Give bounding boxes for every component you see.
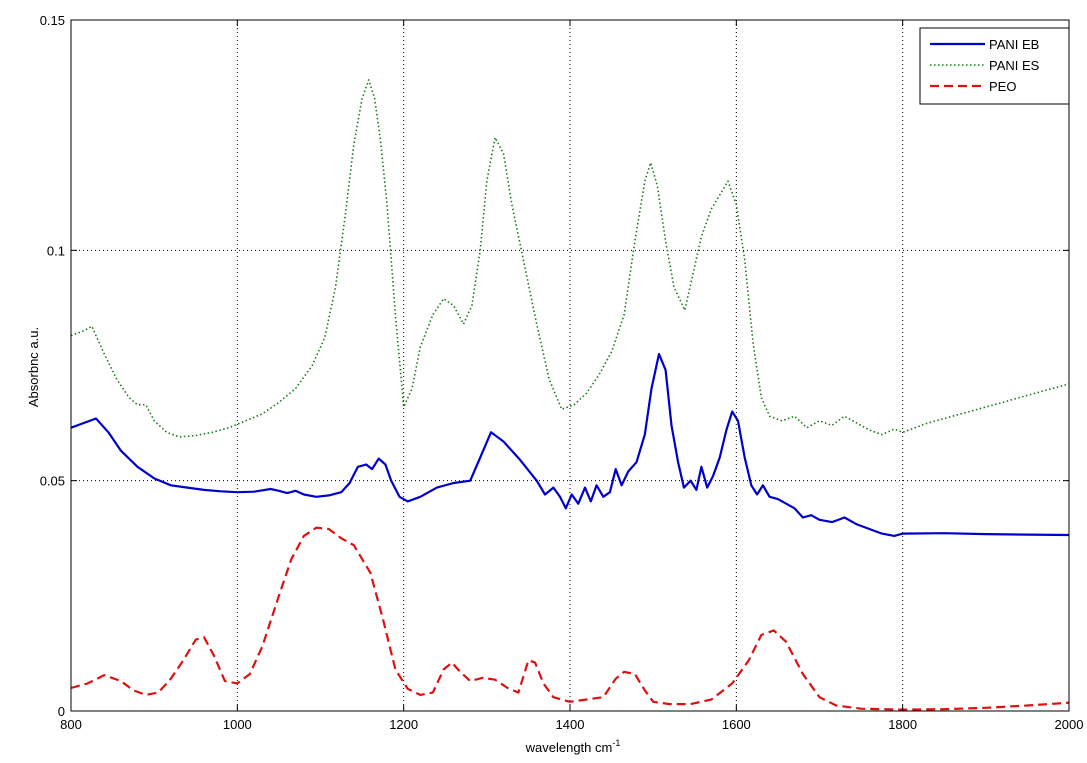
y-tick-label: 0 [58, 704, 65, 719]
x-tick-label: 1800 [888, 717, 917, 732]
x-axis-label-superscript: -1 [612, 738, 620, 748]
x-axis-label: wavelength cm-1 [525, 738, 621, 755]
y-tick-label: 0.15 [40, 13, 65, 28]
legend-label: PANI EB [989, 37, 1039, 52]
x-axis-label-text: wavelength cm [525, 740, 613, 755]
x-tick-label: 1000 [223, 717, 252, 732]
y-tick-label: 0.05 [40, 474, 65, 489]
series-lines [70, 79, 1070, 711]
y-axis-label: Absorbnc a.u. [26, 327, 41, 407]
legend-label: PANI ES [989, 58, 1040, 73]
legend-label: PEO [989, 79, 1016, 94]
legend-box [919, 27, 1070, 105]
legend: PANI EB PANI ES PEO [919, 27, 1070, 105]
x-tick-label: 1600 [722, 717, 751, 732]
x-tick-label: 2000 [1055, 717, 1084, 732]
x-tick-label: 1200 [389, 717, 418, 732]
series-line-peo [70, 526, 1070, 711]
y-tick-label: 0.1 [47, 243, 65, 258]
x-tick-label: 800 [60, 717, 82, 732]
axis-ticks: 800 1000 1200 1400 1600 1800 2000 0 0.05 0.1 0.15 [40, 13, 1084, 732]
x-tick-label: 1400 [556, 717, 585, 732]
series-line-pani-eb [70, 352, 1070, 537]
